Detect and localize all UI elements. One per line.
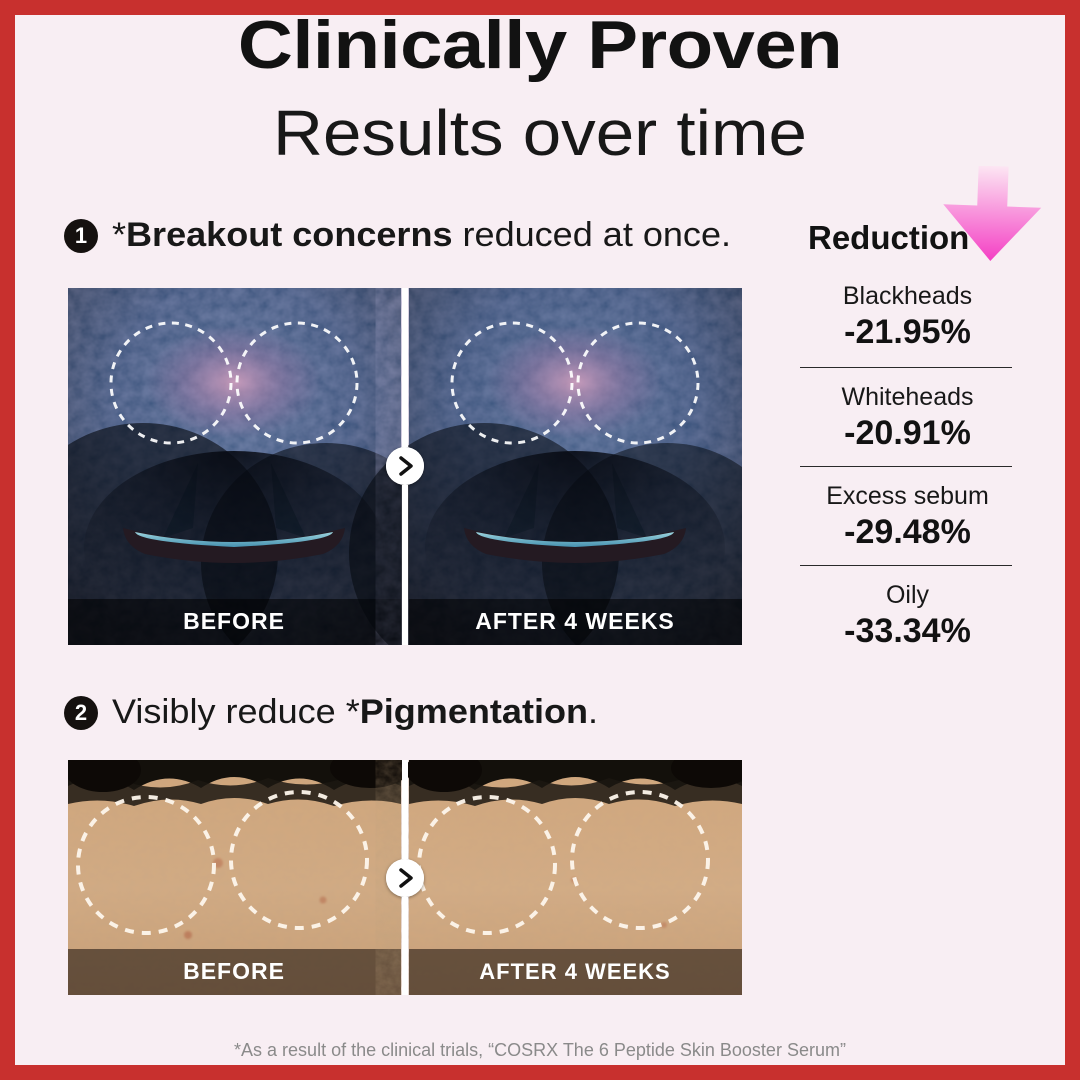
svg-text:AFTER 4 WEEKS: AFTER 4 WEEKS — [475, 608, 675, 634]
svg-text:BEFORE: BEFORE — [183, 958, 285, 984]
svg-text:AFTER 4 WEEKS: AFTER 4 WEEKS — [479, 959, 670, 984]
svg-text:BEFORE: BEFORE — [183, 608, 285, 634]
